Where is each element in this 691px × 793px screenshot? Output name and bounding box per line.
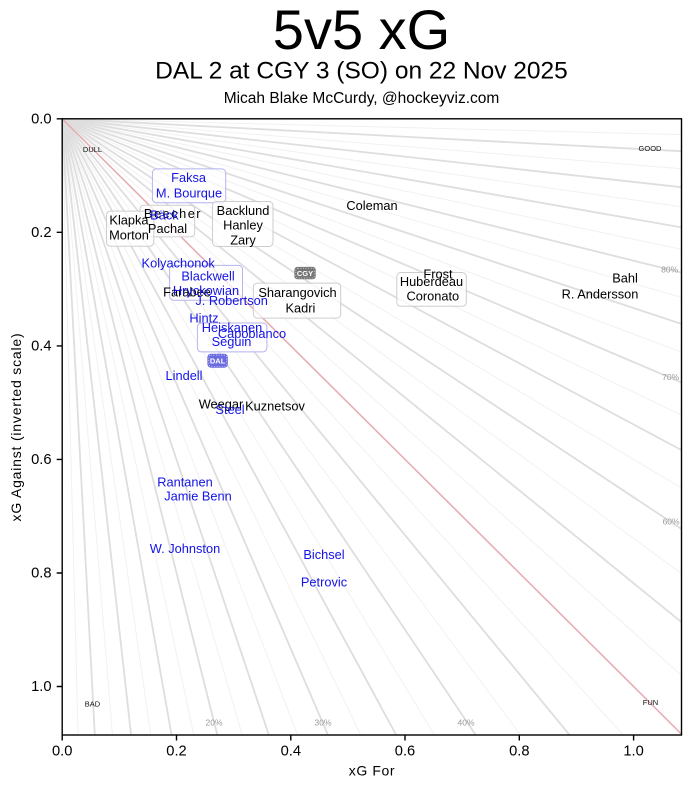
- svg-text:Bahl: Bahl: [612, 271, 638, 286]
- svg-text:20%: 20%: [205, 718, 222, 728]
- svg-text:Rantanen: Rantanen: [157, 475, 213, 490]
- svg-text:Hintz: Hintz: [189, 311, 218, 326]
- svg-text:Pachal: Pachal: [148, 221, 187, 236]
- svg-text:Frost: Frost: [423, 267, 453, 282]
- svg-text:70%: 70%: [662, 372, 679, 382]
- svg-text:Faksa: Faksa: [171, 170, 207, 185]
- svg-text:FUN: FUN: [643, 698, 658, 707]
- svg-text:Kolyachonok: Kolyachonok: [142, 256, 216, 271]
- svg-text:80%: 80%: [661, 265, 678, 275]
- svg-text:Morton: Morton: [109, 228, 149, 243]
- svg-text:Sharangovich: Sharangovich: [258, 285, 336, 300]
- svg-text:0.2: 0.2: [166, 744, 186, 760]
- svg-text:Micah Blake McCurdy, @hockeyvi: Micah Blake McCurdy, @hockeyviz.com: [224, 90, 500, 107]
- svg-text:Coronato: Coronato: [406, 288, 459, 303]
- svg-text:J. Robertson: J. Robertson: [195, 293, 268, 308]
- svg-text:Klapka: Klapka: [109, 213, 149, 228]
- svg-text:0.4: 0.4: [281, 744, 301, 760]
- svg-text:Zary: Zary: [230, 233, 256, 248]
- svg-text:Steel: Steel: [215, 402, 244, 417]
- svg-text:0.2: 0.2: [31, 225, 51, 241]
- svg-text:BAD: BAD: [85, 700, 101, 709]
- svg-text:DAL 2 at CGY 3 (SO) on 22 Nov: DAL 2 at CGY 3 (SO) on 22 Nov 2025: [155, 58, 568, 85]
- svg-text:Backlund: Backlund: [217, 203, 270, 218]
- svg-text:40%: 40%: [457, 718, 474, 728]
- svg-text:Heiskanen: Heiskanen: [202, 320, 262, 335]
- svg-text:R. Andersson: R. Andersson: [562, 287, 639, 302]
- svg-text:CGY: CGY: [297, 269, 313, 278]
- svg-text:Capobianco: Capobianco: [218, 326, 286, 341]
- svg-text:Bäck: Bäck: [150, 208, 179, 223]
- svg-text:Kadri: Kadri: [285, 301, 315, 316]
- svg-text:Coleman: Coleman: [346, 198, 397, 213]
- svg-text:Farabee: Farabee: [163, 285, 211, 300]
- svg-text:Blackwell: Blackwell: [181, 269, 234, 284]
- svg-text:0.6: 0.6: [395, 744, 415, 760]
- svg-text:1.0: 1.0: [623, 744, 643, 760]
- svg-text:GOOD: GOOD: [639, 144, 663, 153]
- svg-text:Beecher: Beecher: [144, 206, 202, 221]
- svg-text:Jamie Benn: Jamie Benn: [164, 489, 232, 504]
- svg-text:Weegar: Weegar: [199, 397, 244, 412]
- svg-text:0.0: 0.0: [31, 111, 51, 127]
- svg-text:0.6: 0.6: [31, 452, 51, 468]
- svg-text:0.0: 0.0: [52, 744, 72, 760]
- svg-text:60%: 60%: [663, 517, 680, 527]
- svg-text:Bichsel: Bichsel: [303, 547, 344, 562]
- svg-text:M. Bourque: M. Bourque: [156, 186, 222, 201]
- svg-text:xG Against (inverted scale): xG Against (inverted scale): [8, 333, 24, 522]
- svg-text:Hryckowian: Hryckowian: [173, 283, 239, 298]
- svg-text:Kuznetsov: Kuznetsov: [245, 399, 305, 414]
- svg-text:Huberdeau: Huberdeau: [400, 274, 463, 289]
- svg-text:30%: 30%: [314, 718, 331, 728]
- svg-text:0.4: 0.4: [31, 338, 51, 354]
- svg-text:5v5 xG: 5v5 xG: [273, 0, 450, 61]
- svg-text:W. Johnston: W. Johnston: [150, 541, 220, 556]
- svg-text:DULL: DULL: [83, 145, 102, 154]
- svg-text:Lindell: Lindell: [166, 368, 203, 383]
- svg-text:Hanley: Hanley: [223, 218, 263, 233]
- svg-text:0.8: 0.8: [31, 566, 51, 582]
- svg-text:1.0: 1.0: [31, 679, 51, 695]
- svg-text:Seguin: Seguin: [212, 334, 252, 349]
- svg-text:xG For: xG For: [349, 763, 395, 779]
- svg-text:Petrovic: Petrovic: [301, 575, 348, 590]
- svg-text:DAL: DAL: [210, 357, 226, 366]
- svg-text:0.8: 0.8: [509, 744, 529, 760]
